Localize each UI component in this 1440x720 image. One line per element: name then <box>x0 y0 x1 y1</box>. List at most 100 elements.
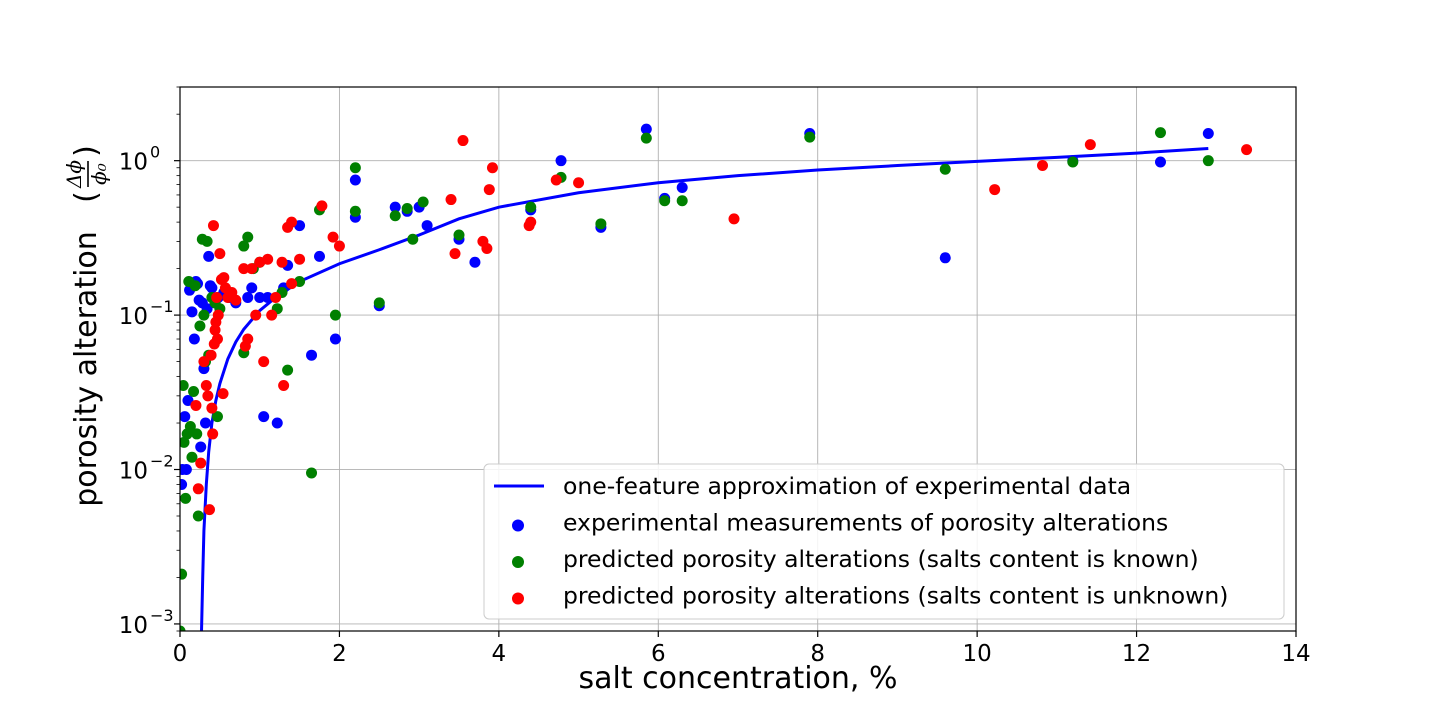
experimental-point <box>314 250 325 262</box>
experimental-point <box>469 256 481 268</box>
predicted-unknown-point <box>207 428 219 440</box>
predicted-unknown-point <box>258 356 270 368</box>
predicted-known-point <box>1067 156 1079 168</box>
predicted-unknown-point <box>1241 144 1253 156</box>
predicted-unknown-point <box>989 184 1001 196</box>
y-tick-label-exponent: −2 <box>150 452 174 471</box>
predicted-known-point <box>180 568 188 580</box>
predicted-unknown-point <box>242 333 254 345</box>
predicted-unknown-point <box>209 324 221 336</box>
experimental-point <box>188 333 200 345</box>
experimental-point <box>262 292 274 303</box>
predicted-unknown-point <box>246 263 258 275</box>
predicted-known-point <box>180 436 190 448</box>
predicted-unknown-point <box>211 333 223 345</box>
y-tick-label-exponent: −1 <box>150 297 174 316</box>
predicted-unknown-point <box>214 248 226 260</box>
predicted-unknown-point <box>262 253 274 265</box>
y-axis-label-paren-close: ) <box>69 145 104 157</box>
predicted-unknown-point <box>192 483 204 495</box>
experimental-point <box>200 417 212 429</box>
predicted-unknown-point <box>198 356 210 368</box>
predicted-known-point <box>201 235 213 247</box>
predicted-unknown-point <box>1084 139 1096 151</box>
predicted-known-point <box>180 380 189 391</box>
predicted-unknown-point <box>211 292 223 303</box>
experimental-point <box>329 333 341 345</box>
predicted-unknown-point <box>195 457 207 469</box>
predicted-known-point <box>939 163 951 175</box>
predicted-unknown-point <box>333 240 345 252</box>
x-axis-label: salt concentration, % <box>579 661 898 696</box>
plot-frame <box>179 86 1297 632</box>
predicted-unknown-point <box>327 231 339 243</box>
experimental-point <box>306 349 318 361</box>
experimental-point <box>254 292 266 303</box>
predicted-unknown-point <box>203 504 215 516</box>
y-tick-label-exponent: −3 <box>150 606 174 625</box>
experimental-point <box>180 464 192 476</box>
predicted-known-point <box>525 201 537 213</box>
x-tick-label: 4 <box>492 641 507 667</box>
predicted-unknown-point <box>483 184 495 196</box>
predicted-unknown-point <box>238 263 250 275</box>
predicted-known-point <box>198 309 210 321</box>
x-tick-label: 14 <box>1281 641 1310 667</box>
predicted-known-point <box>401 203 413 215</box>
predicted-known-point <box>192 510 204 522</box>
experimental-point <box>186 306 198 318</box>
predicted-unknown-point <box>316 200 328 212</box>
predicted-known-point <box>349 205 361 217</box>
y-axis-label-paren-open: ( <box>69 191 104 203</box>
experimental-point <box>203 250 215 262</box>
predicted-unknown-point <box>230 294 242 306</box>
predicted-known-point <box>194 320 206 332</box>
legend-item-predicted-unknown: predicted porosity alterations (salts co… <box>563 582 1228 610</box>
predicted-unknown-point <box>1037 160 1049 172</box>
predicted-known-point <box>238 240 250 252</box>
x-tick-label: 12 <box>1122 641 1151 667</box>
x-tick-label: 10 <box>963 641 992 667</box>
legend-dot-marker <box>512 556 524 568</box>
predicted-known-point <box>306 467 318 479</box>
legend: one-feature approximation of experimenta… <box>483 463 1285 620</box>
predicted-known-point <box>191 428 203 440</box>
experimental-point <box>349 174 361 186</box>
experimental-point <box>1154 156 1166 168</box>
predicted-unknown-point <box>445 194 457 206</box>
predicted-unknown-point <box>270 292 282 303</box>
y-tick-label: 10 <box>119 459 148 485</box>
predicted-unknown-point <box>286 216 298 228</box>
predicted-unknown-point <box>206 402 218 414</box>
experimental-point <box>271 417 283 429</box>
predicted-known-point <box>211 411 223 423</box>
x-tick-label: 0 <box>173 641 188 667</box>
legend-box <box>483 463 1285 620</box>
predicted-known-point <box>242 231 254 243</box>
predicted-unknown-point <box>481 242 493 254</box>
predicted-unknown-point <box>200 380 212 391</box>
experimental-point <box>206 282 218 294</box>
y-axis-label: porosity alteration <box>69 231 104 507</box>
experimental-point <box>180 478 188 490</box>
predicted-unknown-point <box>728 213 740 225</box>
predicted-unknown-point <box>202 390 214 402</box>
experimental-point <box>258 411 270 423</box>
predicted-known-point <box>184 420 196 432</box>
predicted-known-point <box>1154 127 1166 139</box>
predicted-unknown-point <box>207 220 219 232</box>
predicted-known-point <box>640 132 652 144</box>
experimental-point <box>640 123 652 135</box>
predicted-known-point <box>453 229 465 241</box>
plot-area <box>180 123 1253 631</box>
predicted-unknown-point <box>205 349 217 361</box>
experimental-point <box>421 220 433 232</box>
predicted-unknown-point <box>250 309 262 321</box>
predicted-known-point <box>188 386 200 398</box>
legend-dot-marker <box>512 592 524 605</box>
y-axis-fraction-numerator: Δϕ <box>62 160 86 189</box>
legend-item-predicted-known: predicted porosity alterations (salts co… <box>563 545 1199 573</box>
y-tick-label: 10 <box>119 613 148 639</box>
